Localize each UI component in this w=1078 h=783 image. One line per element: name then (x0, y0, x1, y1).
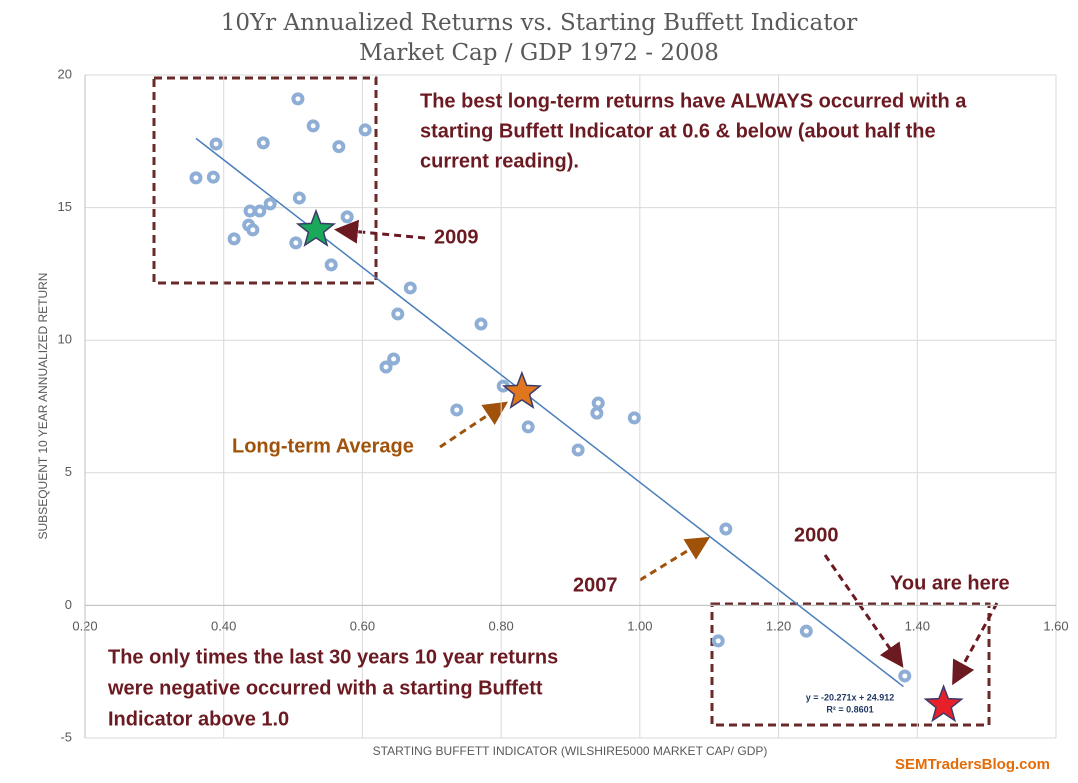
arrow (639, 536, 711, 582)
trend-r2: R² = 0.8601 (826, 704, 873, 714)
annotation: 2009 (434, 226, 479, 248)
point (206, 170, 220, 184)
point (291, 92, 305, 106)
star-marker (923, 683, 964, 723)
point (799, 624, 813, 638)
x-tick-label: 0.60 (350, 618, 375, 633)
x-axis-label: STARTING BUFFETT INDICATOR (WILSHIRE5000… (373, 744, 768, 758)
point (292, 191, 306, 205)
star-marker (295, 208, 337, 247)
y-tick-label: 0 (65, 597, 72, 612)
arrow (334, 219, 426, 244)
x-tick-label: 1.40 (905, 618, 930, 633)
point (898, 669, 912, 683)
chart-title: Market Cap / GDP 1972 - 2008 (359, 40, 719, 66)
annotation: Indicator above 1.0 (108, 708, 289, 730)
x-tick-label: 0.40 (211, 618, 236, 633)
x-tick-label: 0.80 (488, 618, 513, 633)
highlight-boxes (152, 76, 991, 727)
y-tick-label: 10 (58, 332, 72, 347)
box-high (710, 602, 991, 727)
watermark: SEMTradersBlog.com (895, 756, 1050, 773)
point (332, 140, 346, 154)
point (243, 204, 257, 218)
annotation: 2000 (794, 524, 839, 546)
point (246, 223, 260, 237)
point (227, 232, 241, 246)
point (324, 258, 338, 272)
point (590, 406, 604, 420)
point (263, 197, 277, 211)
y-tick-label: -5 (60, 729, 72, 744)
x-tick-label: 1.20 (766, 618, 791, 633)
point (474, 317, 488, 331)
point (391, 307, 405, 321)
point (189, 171, 203, 185)
point (209, 137, 223, 151)
point (358, 123, 372, 137)
point (379, 360, 393, 374)
annotation: starting Buffett Indicator at 0.6 & belo… (420, 120, 936, 142)
point (306, 119, 320, 133)
annotation: Long-term Average (232, 435, 414, 457)
annotation: 2007 (573, 574, 618, 596)
annotation: The best long-term returns have ALWAYS o… (420, 90, 967, 112)
y-tick-label: 20 (58, 66, 72, 81)
y-tick-label: 5 (65, 464, 72, 479)
arrow (823, 554, 904, 668)
point (256, 136, 270, 150)
point (719, 522, 733, 536)
y-axis-label: SUBSEQUENT 10 YEAR ANNUALIZED RETURN (36, 273, 50, 540)
point (387, 352, 401, 366)
annotation: You are here (890, 572, 1010, 594)
point (711, 634, 725, 648)
chart-title: 10Yr Annualized Returns vs. Starting Buf… (221, 10, 858, 36)
box-low (152, 76, 378, 285)
arrow (439, 401, 508, 449)
annotation: were negative occurred with a starting B… (107, 677, 543, 699)
point (571, 443, 585, 457)
arrow (952, 602, 999, 686)
point (591, 396, 605, 410)
point (403, 281, 417, 295)
star-marker (501, 370, 543, 410)
point (289, 236, 303, 250)
point (340, 210, 354, 224)
trend-equation: y = -20.271x + 24.912 (806, 692, 895, 702)
point (253, 204, 267, 218)
x-tick-label: 1.60 (1043, 618, 1068, 633)
y-tick-label: 15 (58, 199, 72, 214)
point (521, 420, 535, 434)
annotation: current reading). (420, 150, 579, 172)
point (450, 403, 464, 417)
x-tick-label: 1.00 (627, 618, 652, 633)
annotation: The only times the last 30 years 10 year… (108, 646, 558, 668)
arrows (334, 219, 999, 686)
point (627, 411, 641, 425)
